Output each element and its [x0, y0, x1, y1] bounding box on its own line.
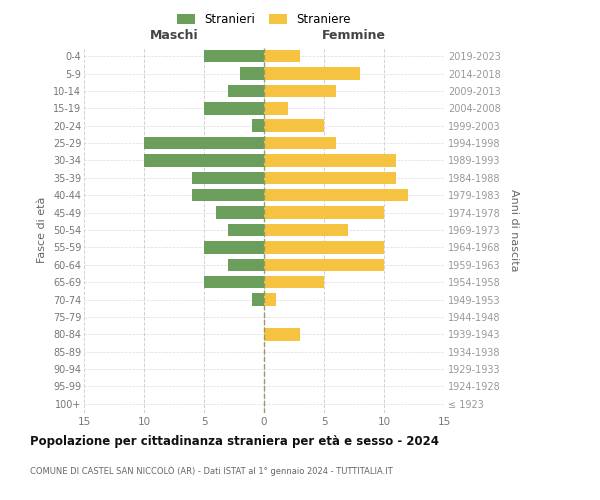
Text: Popolazione per cittadinanza straniera per età e sesso - 2024: Popolazione per cittadinanza straniera p…	[30, 435, 439, 448]
Bar	[240, 68, 264, 80]
Bar	[144, 154, 264, 166]
Bar	[264, 84, 336, 97]
Bar	[264, 120, 324, 132]
Bar	[264, 328, 300, 340]
Bar	[264, 154, 396, 166]
Bar	[264, 50, 300, 62]
Bar	[192, 189, 264, 202]
Bar	[192, 172, 264, 184]
Bar	[264, 224, 348, 236]
Y-axis label: Fasce di età: Fasce di età	[37, 197, 47, 263]
Text: Femmine: Femmine	[322, 30, 386, 43]
Bar	[264, 189, 408, 202]
Bar	[264, 241, 384, 254]
Bar	[228, 258, 264, 271]
Bar	[216, 206, 264, 219]
Bar	[228, 84, 264, 97]
Text: Maschi: Maschi	[149, 30, 199, 43]
Bar	[144, 137, 264, 149]
Bar	[264, 137, 336, 149]
Bar	[264, 294, 276, 306]
Bar	[264, 68, 360, 80]
Bar	[252, 294, 264, 306]
Y-axis label: Anni di nascita: Anni di nascita	[509, 188, 520, 271]
Bar	[264, 102, 288, 115]
Bar	[264, 172, 396, 184]
Bar	[204, 102, 264, 115]
Bar	[264, 206, 384, 219]
Bar	[264, 258, 384, 271]
Legend: Stranieri, Straniere: Stranieri, Straniere	[172, 8, 356, 31]
Text: COMUNE DI CASTEL SAN NICCOLÒ (AR) - Dati ISTAT al 1° gennaio 2024 - TUTTITALIA.I: COMUNE DI CASTEL SAN NICCOLÒ (AR) - Dati…	[30, 465, 393, 475]
Bar	[204, 276, 264, 288]
Bar	[204, 241, 264, 254]
Bar	[264, 276, 324, 288]
Bar	[228, 224, 264, 236]
Bar	[252, 120, 264, 132]
Bar	[204, 50, 264, 62]
